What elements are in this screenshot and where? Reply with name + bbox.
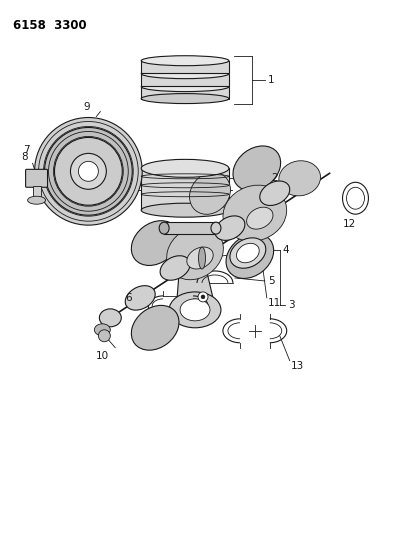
Ellipse shape [246,207,273,229]
Ellipse shape [223,185,287,241]
Ellipse shape [190,172,231,214]
Text: 4: 4 [283,245,289,255]
Bar [141,87,229,99]
Circle shape [98,330,110,342]
Text: 13: 13 [291,361,304,370]
Text: 3: 3 [288,300,294,310]
Text: 5: 5 [268,276,275,286]
Ellipse shape [160,256,190,280]
Ellipse shape [141,203,229,217]
Circle shape [44,127,132,215]
Ellipse shape [141,159,229,177]
Circle shape [71,154,106,189]
Bar [141,168,229,210]
Ellipse shape [237,244,259,263]
Text: 9: 9 [83,102,90,111]
Ellipse shape [199,247,206,269]
Ellipse shape [233,146,281,191]
Ellipse shape [230,238,266,268]
Ellipse shape [279,161,321,196]
Text: 6: 6 [125,293,132,303]
Circle shape [198,292,208,302]
Text: 7: 7 [23,146,30,156]
Text: 2: 2 [271,173,277,183]
Ellipse shape [141,56,229,66]
Bar [33,186,40,200]
Ellipse shape [180,299,210,321]
Ellipse shape [125,286,155,310]
Ellipse shape [187,247,213,269]
Ellipse shape [141,69,229,79]
Ellipse shape [131,305,179,350]
Ellipse shape [215,216,245,240]
Ellipse shape [159,222,169,234]
Bar [141,61,229,72]
Bar [164,222,216,234]
Ellipse shape [260,181,290,206]
Ellipse shape [28,196,46,204]
Ellipse shape [141,94,229,103]
Text: 11: 11 [268,298,281,308]
Ellipse shape [169,292,221,328]
Ellipse shape [167,227,224,280]
Ellipse shape [226,233,274,278]
Ellipse shape [141,82,229,92]
Text: 10: 10 [96,351,109,361]
Text: 6158  3300: 6158 3300 [13,19,86,32]
Ellipse shape [131,221,179,265]
Text: 1: 1 [268,75,275,85]
Polygon shape [177,234,213,298]
Circle shape [201,295,205,299]
Circle shape [55,138,122,205]
Bar [141,74,229,86]
Ellipse shape [100,309,121,327]
Ellipse shape [94,324,110,336]
Text: 8: 8 [21,152,28,163]
FancyBboxPatch shape [26,169,48,187]
Text: 12: 12 [343,219,356,229]
Circle shape [78,161,98,181]
Circle shape [35,117,142,225]
Ellipse shape [211,222,221,234]
